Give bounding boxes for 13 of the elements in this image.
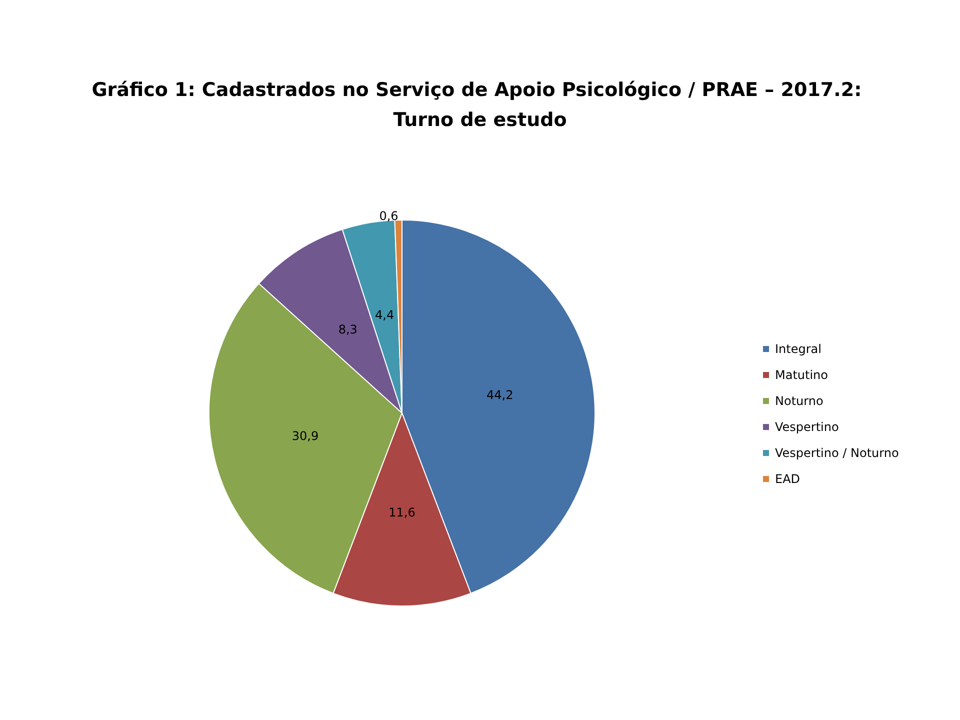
data-label: 11,6: [388, 506, 416, 520]
data-label: 44,2: [486, 388, 514, 402]
legend-label: Integral: [775, 342, 822, 356]
data-label: 0,6: [379, 209, 398, 224]
chart-title: Gráfico 1: Cadastrados no Serviço de Apoio Psicológico / PRAE – 2017.2: Turno de estudo: [92, 79, 868, 131]
data-label: 30,9: [292, 429, 319, 444]
legend-label: Noturno: [775, 394, 824, 408]
data-label: 4,4: [375, 308, 394, 322]
legend-label: EAD: [775, 472, 800, 486]
legend-label: Vespertino / Noturno: [775, 446, 899, 460]
legend-label: Vespertino: [775, 420, 839, 434]
legend-label: Matutino: [775, 368, 828, 382]
data-label: 8,3: [338, 322, 358, 336]
